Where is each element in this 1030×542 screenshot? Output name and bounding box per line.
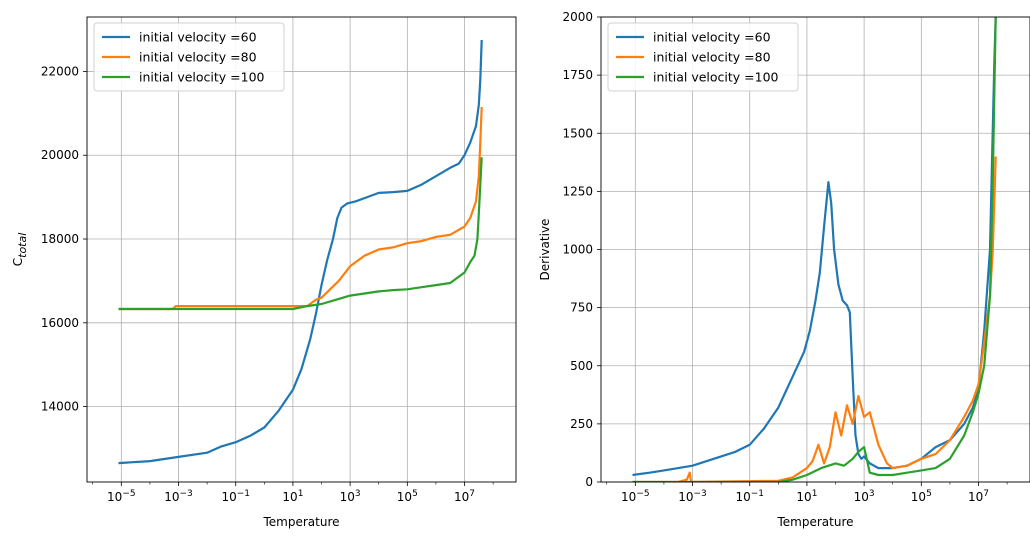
x-tick-label: 10−5: [107, 489, 136, 504]
x-tick-base: 10: [454, 490, 469, 504]
x-tick-label: 10−1: [221, 489, 250, 504]
x-tick-exponent: −3: [694, 489, 707, 499]
x-tick-base: 10: [397, 490, 412, 504]
y-tick-label: 2000: [562, 10, 593, 24]
x-tick-base: 10: [340, 490, 355, 504]
x-tick-label: 101: [282, 489, 303, 504]
x-tick-base: 10: [107, 490, 122, 504]
x-tick-base: 10: [911, 490, 926, 504]
y-tick-label: 0: [585, 475, 593, 489]
series-line-3: [632, 17, 997, 482]
x-tick-exponent: 5: [412, 489, 418, 499]
x-tick-exponent: 7: [983, 489, 989, 499]
legend-label-1: initial velocity =60: [139, 30, 257, 45]
legend-label-2: initial velocity =80: [139, 50, 257, 65]
legend-label-3: initial velocity =100: [139, 70, 265, 85]
x-tick-exponent: 3: [869, 489, 875, 499]
x-tick-exponent: −5: [122, 489, 135, 499]
y-axis-label: Ctotal: [11, 233, 29, 267]
x-tick-base: 10: [282, 490, 297, 504]
series-line-3: [118, 157, 483, 311]
x-tick-label: 10−3: [678, 489, 707, 504]
x-tick-label: 103: [340, 489, 361, 504]
y-axis-label-base: C: [11, 258, 25, 266]
x-axis-label: Temperature: [262, 515, 339, 529]
x-tick-base: 10: [678, 490, 693, 504]
x-tick-label: 105: [911, 489, 932, 504]
series-line-2: [632, 156, 997, 482]
plot-frame: [86, 16, 517, 483]
legend-box: [607, 22, 799, 92]
x-tick-exponent: 5: [926, 489, 932, 499]
y-tick-label: 1250: [562, 184, 593, 198]
x-tick-exponent: 7: [469, 489, 475, 499]
right-chart: 10−5 10−3 10−1 101 103 105 1070250500750100012…: [538, 10, 1030, 529]
x-tick-label: 105: [397, 489, 418, 504]
x-tick-base: 10: [968, 490, 983, 504]
y-tick-label: 1000: [562, 243, 593, 257]
y-tick-label: 250: [570, 417, 593, 431]
y-tick-label: 750: [570, 301, 593, 315]
x-tick-exponent: −1: [237, 489, 250, 499]
x-tick-label: 103: [854, 489, 875, 504]
x-tick-base: 10: [621, 490, 636, 504]
x-tick-label: 10−3: [164, 489, 193, 504]
legend-label-1: initial velocity =60: [653, 30, 771, 45]
y-tick-label: 500: [570, 359, 593, 373]
y-tick-label: 14000: [41, 400, 79, 414]
y-tick-label: 18000: [41, 232, 79, 246]
series-group: [118, 39, 483, 465]
y-tick-label: 1500: [562, 126, 593, 140]
x-tick-exponent: −5: [636, 489, 649, 499]
y-tick-label: 16000: [41, 316, 79, 330]
series-group: [632, 17, 997, 482]
x-axis-label: Temperature: [776, 515, 853, 529]
x-tick-label: 10−1: [735, 489, 764, 504]
x-tick-base: 10: [221, 490, 236, 504]
x-tick-exponent: −1: [751, 489, 764, 499]
y-tick-label: 22000: [41, 64, 79, 78]
legend-label-3: initial velocity =100: [653, 70, 779, 85]
x-tick-base: 10: [164, 490, 179, 504]
y-axis-label-subscript: total: [16, 233, 29, 258]
x-tick-base: 10: [735, 490, 750, 504]
x-tick-exponent: 3: [355, 489, 361, 499]
x-tick-exponent: −3: [180, 489, 193, 499]
x-tick-base: 10: [854, 490, 869, 504]
y-axis-label: Derivative: [538, 219, 552, 281]
x-tick-label: 107: [454, 489, 475, 504]
x-tick-base: 10: [796, 490, 811, 504]
x-tick-exponent: 1: [812, 489, 818, 499]
legend-label-2: initial velocity =80: [653, 50, 771, 65]
x-tick-label: 107: [968, 489, 989, 504]
legend-box: [93, 22, 285, 92]
x-tick-label: 101: [796, 489, 817, 504]
series-line-1: [118, 39, 483, 465]
series-line-2: [118, 107, 483, 311]
left-chart: 10−5 10−3 10−1 101 103 105 1071400016000180002…: [11, 16, 517, 529]
y-tick-label: 1750: [562, 68, 593, 82]
x-tick-label: 10−5: [621, 489, 650, 504]
x-tick-exponent: 1: [298, 489, 304, 499]
y-tick-label: 20000: [41, 148, 79, 162]
